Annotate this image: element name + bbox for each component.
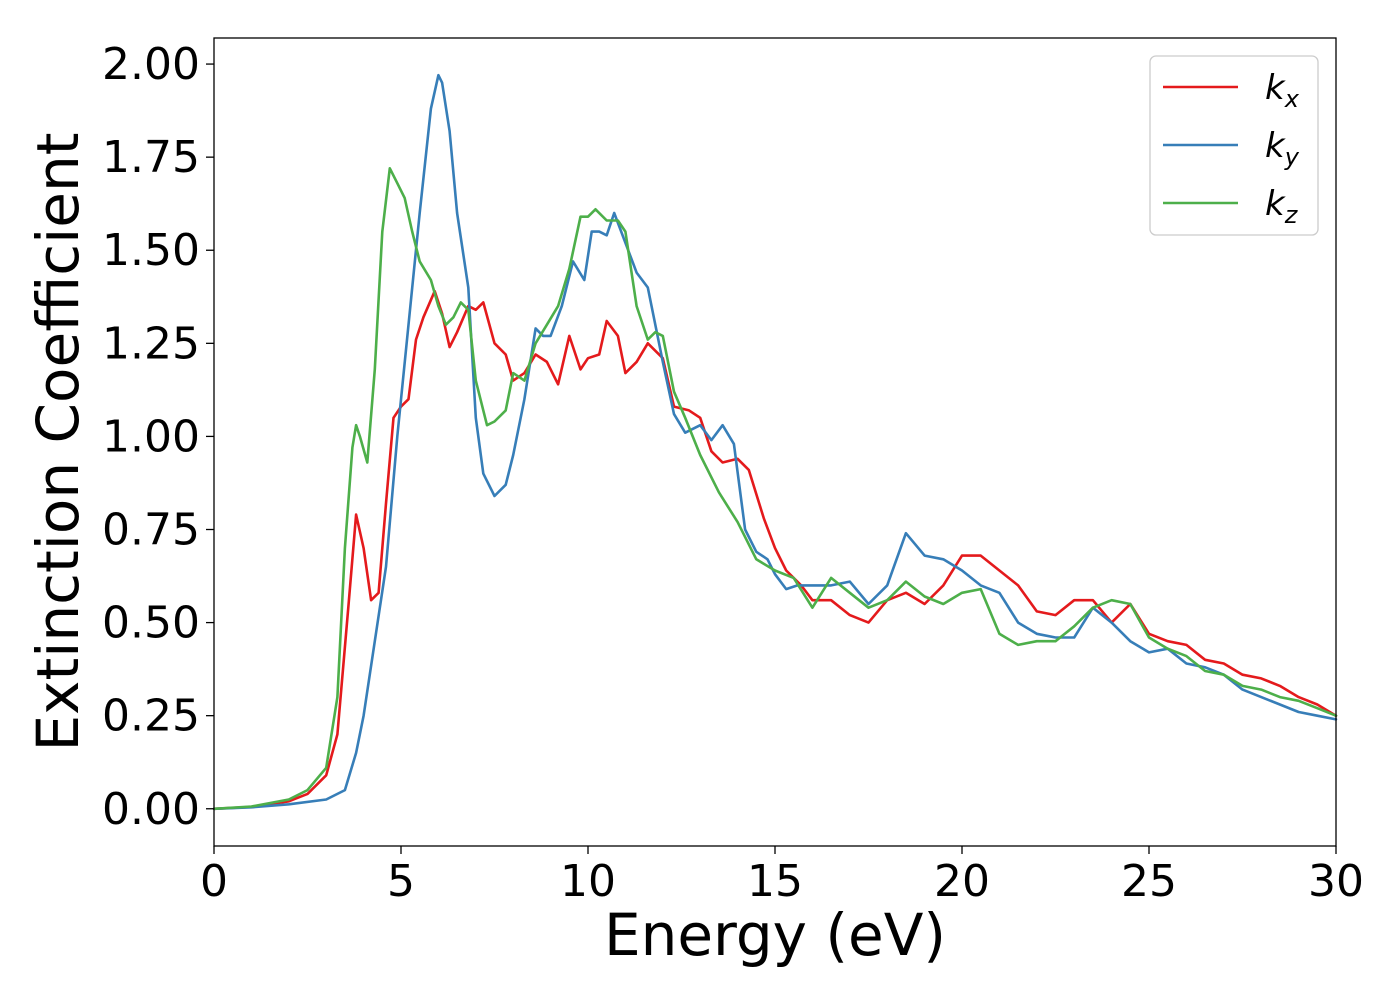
- x-tick-label: 5: [387, 856, 415, 907]
- series-line-x: [212, 289, 1338, 811]
- y-tick-label: 0.00: [102, 784, 200, 835]
- y-axis: 0.00 0.25 0.50 0.75 1.00 1.25 1.50 1.75 2.00: [102, 39, 214, 835]
- y-tick-label: 0.25: [102, 691, 200, 742]
- y-tick-label: 1.50: [102, 225, 200, 276]
- x-tick-label: 10: [560, 856, 616, 907]
- x-tick-label: 0: [200, 856, 228, 907]
- y-tick-label: 0.75: [102, 505, 200, 556]
- x-tick-label: 20: [934, 856, 990, 907]
- x-axis: 0 5 10 15 20 25 30: [200, 846, 1364, 907]
- y-tick-label: 2.00: [102, 39, 200, 90]
- x-axis-title: Energy (eV): [604, 901, 946, 969]
- y-tick-label: 0.50: [102, 598, 200, 649]
- y-axis-title: Extinction Coefficient: [24, 133, 92, 752]
- x-tick-label: 25: [1121, 856, 1177, 907]
- legend-entries: kx ky kz: [1163, 68, 1300, 229]
- y-tick-label: 1.75: [102, 132, 200, 183]
- legend-label-z: kz: [1265, 184, 1299, 229]
- legend: kx ky kz: [1149, 55, 1319, 236]
- x-tick-label: 15: [747, 856, 803, 907]
- series-line-z: [212, 167, 1338, 811]
- legend-label-x: kx: [1265, 68, 1300, 113]
- series-layer: [212, 73, 1338, 811]
- y-tick-label: 1.25: [102, 318, 200, 369]
- y-tick-label: 1.00: [102, 411, 200, 462]
- x-tick-label: 30: [1308, 856, 1364, 907]
- legend-label-y: ky: [1265, 126, 1300, 171]
